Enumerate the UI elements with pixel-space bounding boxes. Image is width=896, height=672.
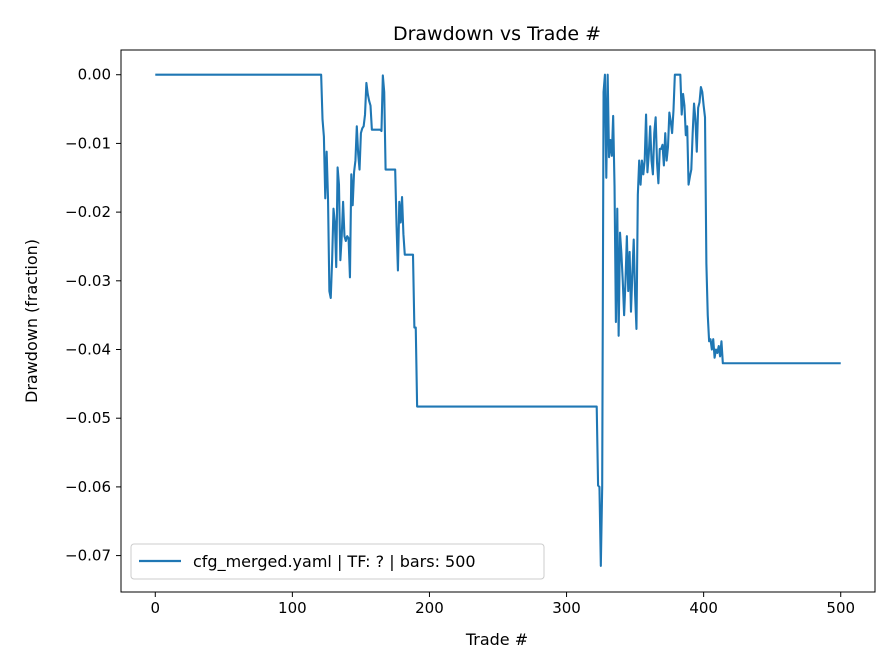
- y-tick-label: −0.01: [65, 134, 111, 152]
- y-tick-label: −0.04: [65, 341, 111, 359]
- x-axis-ticks: 0 100 200 300 400 500: [150, 592, 855, 617]
- y-tick-label: −0.07: [65, 547, 111, 565]
- y-tick-label: −0.02: [65, 203, 111, 221]
- y-tick-label: −0.03: [65, 272, 111, 290]
- series-line-0: [155, 73, 841, 567]
- y-tick-label: 0.00: [78, 66, 111, 84]
- x-tick-label: 0: [150, 599, 160, 617]
- plot-area: [120, 49, 876, 593]
- y-tick-label: −0.06: [65, 478, 111, 496]
- x-tick-label: 400: [689, 599, 718, 617]
- y-axis-ticks: 0.00 −0.01 −0.02 −0.03 −0.04 −0.05 −0.06 −0.07: [65, 66, 121, 565]
- y-tick-label: −0.05: [65, 409, 111, 427]
- x-axis-label: Trade #: [465, 630, 528, 649]
- y-axis-label: Drawdown (fraction): [22, 239, 41, 403]
- x-tick-label: 200: [415, 599, 444, 617]
- x-tick-label: 500: [826, 599, 855, 617]
- axes-frame: [120, 49, 876, 593]
- x-tick-label: 300: [552, 599, 581, 617]
- legend-entry-label: cfg_merged.yaml | TF: ? | bars: 500: [193, 552, 476, 572]
- legend: cfg_merged.yaml | TF: ? | bars: 500: [130, 543, 545, 580]
- chart-title: Drawdown vs Trade #: [393, 23, 601, 45]
- legend-box: [130, 543, 545, 580]
- x-tick-label: 100: [278, 599, 307, 617]
